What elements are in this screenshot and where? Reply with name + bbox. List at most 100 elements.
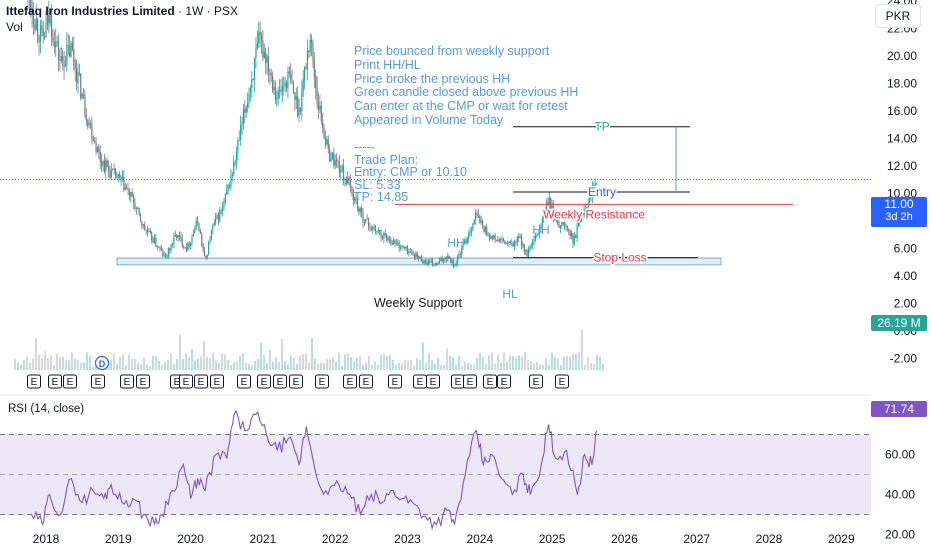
candle-body [490, 236, 492, 240]
volume-bar [422, 342, 424, 370]
rsi-indicator-label[interactable]: RSI (14, close) [6, 403, 87, 415]
candle-body [419, 256, 421, 259]
earnings-marker-letter: E [214, 377, 221, 388]
candle-body [183, 245, 185, 248]
candle-body [107, 166, 110, 170]
trade-plan: ----- Trade Plan: Entry: CMP or 10.10 SL… [354, 141, 467, 204]
candle-body [78, 72, 80, 74]
candle-body [320, 105, 322, 122]
candle-body [308, 50, 310, 52]
candle-body [450, 258, 452, 263]
candle-body [570, 233, 573, 237]
volume-bar [335, 361, 337, 370]
candle-body [511, 242, 513, 244]
candle-body [52, 36, 54, 42]
candle-body [159, 246, 161, 249]
earnings-marker [136, 374, 150, 389]
volume-bar [257, 359, 259, 370]
volume-bar [260, 342, 262, 370]
volume-bar [389, 355, 391, 370]
candle-body [155, 237, 157, 246]
candle-body [42, 29, 44, 37]
candle-body [35, 18, 37, 30]
currency-button[interactable]: PKR [875, 4, 921, 28]
plan-line: Trade Plan: [354, 152, 419, 167]
volume-bar [155, 355, 157, 370]
candle-body [415, 253, 417, 259]
candle-body [379, 229, 381, 234]
volume-bar [590, 363, 592, 370]
volume-bar [338, 352, 340, 370]
volume-bar [506, 361, 508, 370]
candle-body [363, 222, 365, 224]
volume-bar [419, 359, 421, 370]
candle-body [544, 211, 546, 216]
candle-body [561, 222, 563, 226]
time-tick-label: 2028 [756, 532, 783, 546]
volume-bar [578, 352, 580, 370]
volume-bar [65, 359, 67, 370]
candle-body [395, 242, 397, 244]
candle-body [424, 260, 427, 262]
plan-line: Entry: CMP or 10.10 [354, 165, 468, 180]
volume-bar [20, 364, 22, 370]
candle-body [109, 169, 111, 178]
candle-body [128, 189, 131, 197]
price-tick-label: 4.00 [894, 269, 918, 283]
candle-body [326, 139, 328, 145]
volume-bar [182, 359, 184, 370]
volume-bar [128, 354, 130, 370]
candle-body [177, 235, 179, 239]
candle-body [557, 217, 559, 224]
price-tick-label: 24.00 [887, 0, 917, 8]
candle-body [454, 264, 456, 266]
time-tick-label: 2027 [683, 532, 710, 546]
candle-body [99, 152, 101, 162]
candle-body [317, 102, 320, 110]
time-tick-label: 2023 [394, 532, 421, 546]
candle-body [56, 41, 58, 42]
candle-body [210, 229, 213, 241]
candle-body [130, 191, 132, 197]
candle-body [234, 161, 236, 163]
volume-bar [305, 353, 307, 370]
volume-bar [452, 357, 454, 370]
candle-body [440, 258, 442, 261]
plan-line: SL: 5.33 [354, 177, 401, 192]
candle-body [195, 221, 197, 230]
candle-body [323, 128, 325, 139]
volume-tag: 26.19 M [871, 315, 927, 331]
candle-body [244, 109, 246, 113]
candle-body [228, 184, 231, 187]
earnings-marker [120, 374, 134, 389]
candle-body [203, 250, 206, 257]
candle-body [277, 90, 279, 99]
candle-body [451, 259, 453, 263]
volume-bar [251, 365, 253, 370]
volume-bar [554, 357, 556, 370]
volume-bar [410, 359, 412, 370]
candle-body [576, 225, 578, 238]
candle-body [341, 165, 343, 171]
candle-body [273, 86, 275, 91]
candle-body [198, 222, 200, 231]
candle-body [507, 242, 509, 244]
candle-body [354, 197, 356, 201]
candle-body [459, 254, 461, 255]
candle-body [408, 251, 410, 254]
earnings-marker-letter: E [319, 377, 326, 388]
price-tick-label: 14.00 [887, 131, 917, 145]
volume-bar [26, 356, 28, 370]
candle-body [148, 231, 150, 233]
volume-bar [233, 362, 235, 370]
volume-bar [203, 341, 205, 370]
volume-bar [365, 362, 367, 370]
candle-body [88, 123, 90, 126]
volume-bar [302, 353, 304, 370]
candle-body [584, 208, 587, 212]
candle-body [249, 88, 251, 94]
tp-label: TP [594, 120, 609, 134]
dividend-marker [94, 355, 110, 371]
candle-body [152, 239, 154, 243]
